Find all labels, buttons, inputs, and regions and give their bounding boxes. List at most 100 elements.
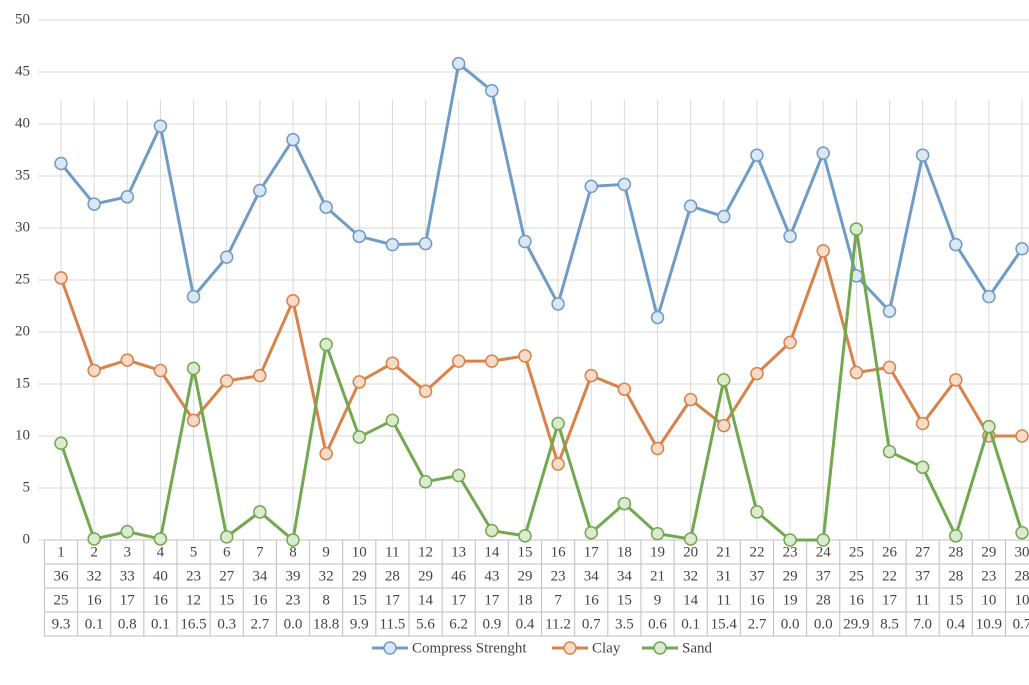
- point: [418, 384, 433, 399]
- x-tick-label: 24: [816, 544, 832, 560]
- point: [485, 83, 499, 98]
- y-tick-label: 30: [15, 219, 30, 235]
- table-cell: 17: [882, 592, 898, 608]
- point: [617, 382, 632, 396]
- table-cell: 11.2: [545, 616, 571, 632]
- point: [750, 148, 764, 162]
- point: [882, 360, 897, 375]
- y-tick-label: 45: [15, 63, 30, 79]
- table-cell: 14: [683, 592, 699, 608]
- point: [650, 441, 665, 456]
- x-tick-label: 4: [157, 544, 165, 560]
- table-cell: 34: [617, 568, 633, 584]
- table-cell: 23: [285, 592, 300, 608]
- point: [54, 271, 68, 285]
- y-tick-label: 50: [15, 11, 30, 27]
- point: [982, 419, 996, 434]
- point: [186, 361, 201, 376]
- point: [551, 457, 565, 471]
- point: [153, 119, 168, 133]
- point: [617, 496, 632, 511]
- table-cell: 29.9: [843, 616, 869, 632]
- x-tick-label: 7: [256, 544, 264, 560]
- point: [816, 244, 830, 258]
- point: [982, 289, 996, 304]
- table-cell: 29: [418, 568, 433, 584]
- table-cell: 16: [849, 592, 865, 608]
- point: [650, 527, 665, 541]
- table-cell: 37: [915, 568, 931, 584]
- table-cell: 21: [650, 568, 665, 584]
- point: [783, 229, 797, 244]
- table-cell: 0.7: [1013, 616, 1029, 632]
- table-cell: 18: [517, 592, 532, 608]
- table-cell: 28: [385, 568, 400, 584]
- table-cell: 17: [451, 592, 467, 608]
- point: [219, 374, 234, 388]
- table-cell: 19: [783, 592, 798, 608]
- table-cell: 15: [948, 592, 963, 608]
- x-tick-label: 14: [484, 544, 500, 560]
- point: [783, 533, 797, 547]
- point: [750, 505, 764, 519]
- point: [451, 56, 466, 71]
- point: [584, 525, 598, 540]
- legend-marker: [653, 641, 667, 655]
- table-cell: 16: [87, 592, 103, 608]
- point: [253, 183, 267, 198]
- legend-label: Sand: [682, 640, 713, 656]
- table-cell: 33: [120, 568, 135, 584]
- table-cell: 16: [252, 592, 268, 608]
- table-cell: 34: [584, 568, 600, 584]
- x-tick-label: 30: [1015, 544, 1029, 560]
- table-cell: 11.5: [380, 616, 406, 632]
- series-line: [59, 60, 1024, 324]
- table-cell: 0.1: [85, 616, 104, 632]
- point: [882, 304, 897, 318]
- table-cell: 29: [352, 568, 367, 584]
- x-tick-label: 11: [385, 544, 399, 560]
- point: [54, 156, 68, 171]
- table-cell: 18.8: [313, 616, 339, 632]
- table-cell: 28: [816, 592, 831, 608]
- point: [584, 368, 598, 383]
- point: [849, 222, 864, 236]
- table-cell: 36: [54, 568, 70, 584]
- table-cell: 12: [186, 592, 201, 608]
- point: [518, 529, 532, 543]
- point: [915, 460, 930, 474]
- table-cell: 9.9: [350, 616, 369, 632]
- x-tick-label: 9: [322, 544, 330, 560]
- point: [352, 375, 367, 389]
- point: [915, 416, 930, 431]
- table-cell: 11: [717, 592, 731, 608]
- x-tick-label: 12: [418, 544, 433, 560]
- table-cell: 16: [153, 592, 169, 608]
- table-cell: 2.7: [250, 616, 269, 632]
- table-cell: 5.6: [416, 616, 435, 632]
- point: [915, 148, 930, 162]
- point: [385, 237, 400, 252]
- point: [120, 353, 135, 367]
- table-cell: 7: [554, 592, 562, 608]
- x-tick-label: 23: [783, 544, 798, 560]
- table-cell: 3.5: [615, 616, 634, 632]
- point: [286, 132, 300, 147]
- y-tick-label: 35: [15, 167, 30, 183]
- table-cell: 0.9: [482, 616, 501, 632]
- point: [319, 200, 333, 214]
- table-cell: 16: [584, 592, 600, 608]
- table-cell: 0.7: [582, 616, 601, 632]
- table-cell: 31: [716, 568, 731, 584]
- table-cell: 6.2: [449, 616, 468, 632]
- point: [418, 236, 433, 251]
- point: [451, 468, 466, 483]
- x-tick-label: 21: [716, 544, 731, 560]
- table-cell: 27: [219, 568, 235, 584]
- point: [319, 446, 333, 461]
- table-cell: 0.1: [681, 616, 700, 632]
- table-cell: 25: [54, 592, 69, 608]
- x-tick-label: 2: [90, 544, 98, 560]
- point: [949, 237, 963, 252]
- point: [120, 190, 135, 204]
